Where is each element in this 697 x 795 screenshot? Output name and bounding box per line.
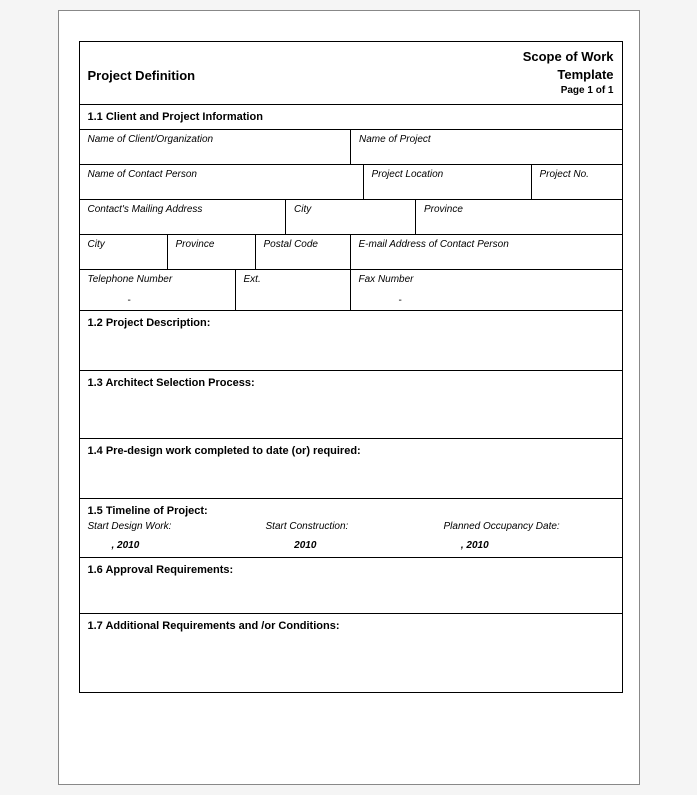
section-1-7: 1.7 Additional Requirements and /or Cond… <box>80 614 622 692</box>
field-fax: Fax Number - <box>351 270 622 310</box>
timeline-values: , 2010 2010 , 2010 <box>88 536 614 555</box>
timeline-design-label: Start Design Work: <box>88 519 258 534</box>
section-1-3: 1.3 Architect Selection Process: <box>80 371 622 439</box>
field-project-location: Project Location <box>364 165 532 199</box>
timeline-design-val: , 2010 <box>88 538 265 553</box>
form-container: Project Definition Scope of Work Templat… <box>79 41 623 693</box>
field-contact-person: Name of Contact Person <box>80 165 364 199</box>
field-project-no: Project No. <box>532 165 622 199</box>
header-right: Scope of Work Template Page 1 of 1 <box>515 42 622 104</box>
field-project-name: Name of Project <box>351 130 622 164</box>
section-1-4-title: 1.4 Pre-design work completed to date (o… <box>88 445 614 457</box>
field-mailing-address: Contact's Mailing Address <box>80 200 287 234</box>
timeline-labels: Start Design Work: Start Construction: P… <box>88 517 614 536</box>
section-1-5-title: 1.5 Timeline of Project: <box>88 505 614 517</box>
timeline-construction-label: Start Construction: <box>258 519 436 534</box>
section-1-4: 1.4 Pre-design work completed to date (o… <box>80 439 622 499</box>
section-1-2: 1.2 Project Description: <box>80 311 622 371</box>
row-city-email: City Province Postal Code E-mail Address… <box>80 235 622 270</box>
timeline-occupancy-val: , 2010 <box>447 538 614 553</box>
section-1-6-title: 1.6 Approval Requirements: <box>88 564 614 576</box>
field-province-2: Province <box>168 235 256 269</box>
field-ext: Ext. <box>236 270 351 310</box>
field-city-2: City <box>80 235 168 269</box>
field-email-contact: E-mail Address of Contact Person <box>351 235 622 269</box>
field-client-org: Name of Client/Organization <box>80 130 352 164</box>
page-frame: Project Definition Scope of Work Templat… <box>58 10 640 785</box>
header-left-title: Project Definition <box>80 42 515 104</box>
field-telephone: Telephone Number - <box>80 270 236 310</box>
field-city-1: City <box>286 200 416 234</box>
page-info: Page 1 of 1 <box>523 84 614 98</box>
telephone-label: Telephone Number <box>88 274 227 285</box>
timeline-construction-val: 2010 <box>264 538 447 553</box>
fax-dash: - <box>359 291 614 306</box>
row-mailing: Contact's Mailing Address City Province <box>80 200 622 235</box>
timeline-occupancy-label: Planned Occupancy Date: <box>436 519 614 534</box>
section-1-7-title: 1.7 Additional Requirements and /or Cond… <box>88 620 614 632</box>
row-telephone: Telephone Number - Ext. Fax Number - <box>80 270 622 311</box>
section-1-5: 1.5 Timeline of Project: Start Design Wo… <box>80 499 622 558</box>
fax-label: Fax Number <box>359 274 614 285</box>
section-1-3-title: 1.3 Architect Selection Process: <box>88 377 614 389</box>
telephone-dash: - <box>88 291 227 306</box>
row-contact-location: Name of Contact Person Project Location … <box>80 165 622 200</box>
row-client-project: Name of Client/Organization Name of Proj… <box>80 130 622 165</box>
field-province-1: Province <box>416 200 622 234</box>
field-postal-code: Postal Code <box>256 235 351 269</box>
section-1-1-title: 1.1 Client and Project Information <box>80 105 622 130</box>
header-row: Project Definition Scope of Work Templat… <box>80 42 622 105</box>
header-title-line2: Template <box>523 66 614 84</box>
section-1-2-title: 1.2 Project Description: <box>88 317 614 329</box>
header-title-line1: Scope of Work <box>523 48 614 66</box>
section-1-6: 1.6 Approval Requirements: <box>80 558 622 614</box>
